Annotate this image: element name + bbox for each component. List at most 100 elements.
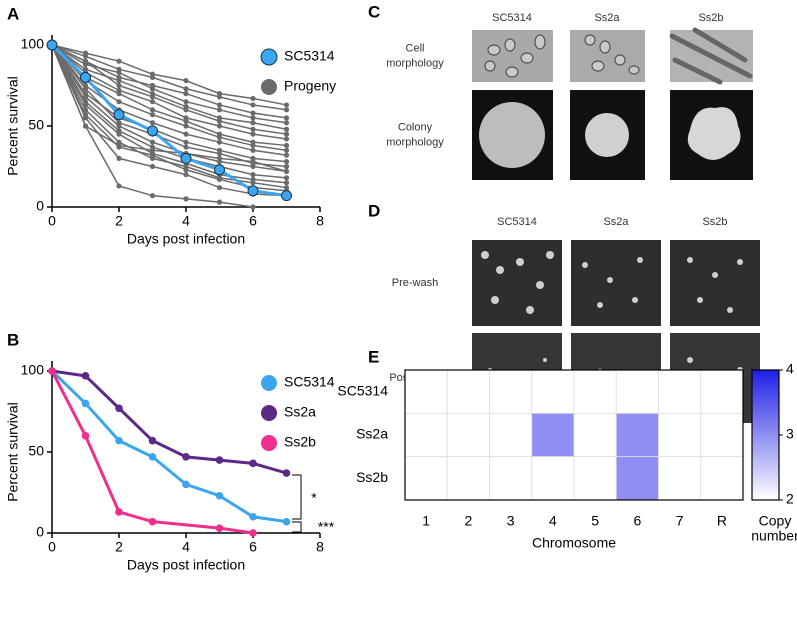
data-point	[249, 529, 257, 537]
data-point	[183, 91, 189, 97]
data-point	[250, 102, 256, 108]
data-point	[149, 120, 156, 126]
heatmap-cell	[446, 369, 490, 414]
data-point	[216, 155, 223, 161]
data-point	[216, 107, 223, 113]
data-point	[116, 69, 122, 76]
data-point	[149, 163, 156, 170]
data-point	[149, 94, 156, 100]
data-point	[215, 491, 224, 500]
data-point	[82, 53, 89, 59]
series-line	[51, 44, 287, 179]
x-tick-label: 7	[676, 513, 684, 529]
x-tick-label: 4	[549, 513, 557, 529]
heatmap-cell	[573, 456, 617, 501]
data-point	[249, 459, 257, 468]
heatmap-cell	[489, 369, 533, 414]
x-tick-label: 8	[316, 539, 324, 555]
colorbar-title: Copy	[759, 513, 792, 529]
column-label: SC5314	[497, 216, 537, 228]
data-point	[250, 131, 256, 137]
heatmap-cell	[404, 369, 448, 414]
significance-bracket	[292, 521, 302, 533]
heatmap-cell	[489, 412, 533, 458]
data-point	[182, 480, 190, 489]
x-tick-label: R	[717, 513, 727, 529]
data-point	[82, 86, 89, 92]
data-point	[250, 115, 256, 121]
column-label: Ss2b	[702, 216, 727, 228]
panel-letter: C	[368, 2, 380, 21]
colorbar	[751, 369, 780, 501]
series-line	[50, 370, 254, 535]
heatmap-cell	[700, 412, 744, 458]
data-point	[81, 399, 90, 408]
data-point	[183, 123, 189, 129]
colorbar-tick-label: 4	[786, 361, 794, 377]
data-point	[216, 150, 223, 157]
colony	[479, 102, 545, 168]
heatmap-cell	[615, 456, 659, 501]
colorbar-tick-label: 2	[786, 491, 794, 507]
data-point	[215, 524, 224, 532]
data-point	[115, 508, 123, 516]
data-point	[148, 517, 157, 526]
data-point	[282, 469, 291, 477]
data-point	[81, 372, 90, 380]
heatmap-cell	[446, 412, 490, 458]
data-point	[216, 123, 223, 129]
heatmap-cell	[658, 456, 702, 501]
column-label: Ss2b	[698, 12, 723, 24]
series-line	[51, 44, 287, 140]
data-point	[216, 199, 223, 205]
data-point	[282, 517, 291, 526]
x-tick-label: 4	[182, 213, 190, 229]
data-point	[48, 367, 56, 375]
x-tick-label: 2	[115, 539, 123, 555]
data-point	[216, 184, 223, 191]
legend-marker	[260, 48, 278, 66]
data-point	[182, 453, 190, 461]
row-label: Ss2b	[356, 469, 388, 485]
data-point	[283, 175, 290, 181]
panel-letter: A	[7, 4, 19, 23]
series-line	[51, 44, 287, 163]
x-tick-label: 8	[316, 213, 324, 229]
x-tick-label: 5	[591, 513, 599, 529]
data-point	[115, 436, 123, 445]
x-tick-label: 4	[182, 539, 190, 555]
x-tick-label: 6	[249, 539, 257, 555]
legend-marker	[261, 405, 277, 421]
heatmap-cell	[531, 369, 575, 414]
plate-image	[571, 240, 661, 326]
data-point	[149, 147, 156, 153]
heatmap-cell	[700, 369, 744, 414]
data-point	[116, 142, 122, 149]
series-line	[51, 44, 287, 156]
data-point	[149, 112, 156, 118]
data-point	[81, 432, 90, 440]
data-point	[116, 82, 122, 89]
data-point	[283, 131, 290, 137]
data-point	[183, 139, 189, 145]
series-line	[51, 44, 287, 184]
data-point	[116, 155, 122, 161]
data-point	[116, 58, 122, 64]
data-point	[283, 147, 290, 153]
data-point	[82, 115, 89, 121]
row-label: morphology	[386, 57, 444, 69]
data-point	[283, 107, 290, 113]
legend-marker	[261, 375, 277, 391]
data-point	[283, 180, 290, 186]
heatmap-cell	[658, 369, 702, 414]
heatmap-cell	[446, 456, 490, 501]
x-tick-label: 6	[633, 513, 641, 529]
data-point	[283, 168, 290, 174]
legend-label: SC5314	[284, 48, 335, 64]
row-label: Pre-wash	[392, 277, 438, 289]
data-point	[216, 134, 223, 140]
data-point	[249, 513, 257, 521]
heatmap-cell	[531, 456, 575, 501]
x-tick-label: 2	[115, 213, 123, 229]
